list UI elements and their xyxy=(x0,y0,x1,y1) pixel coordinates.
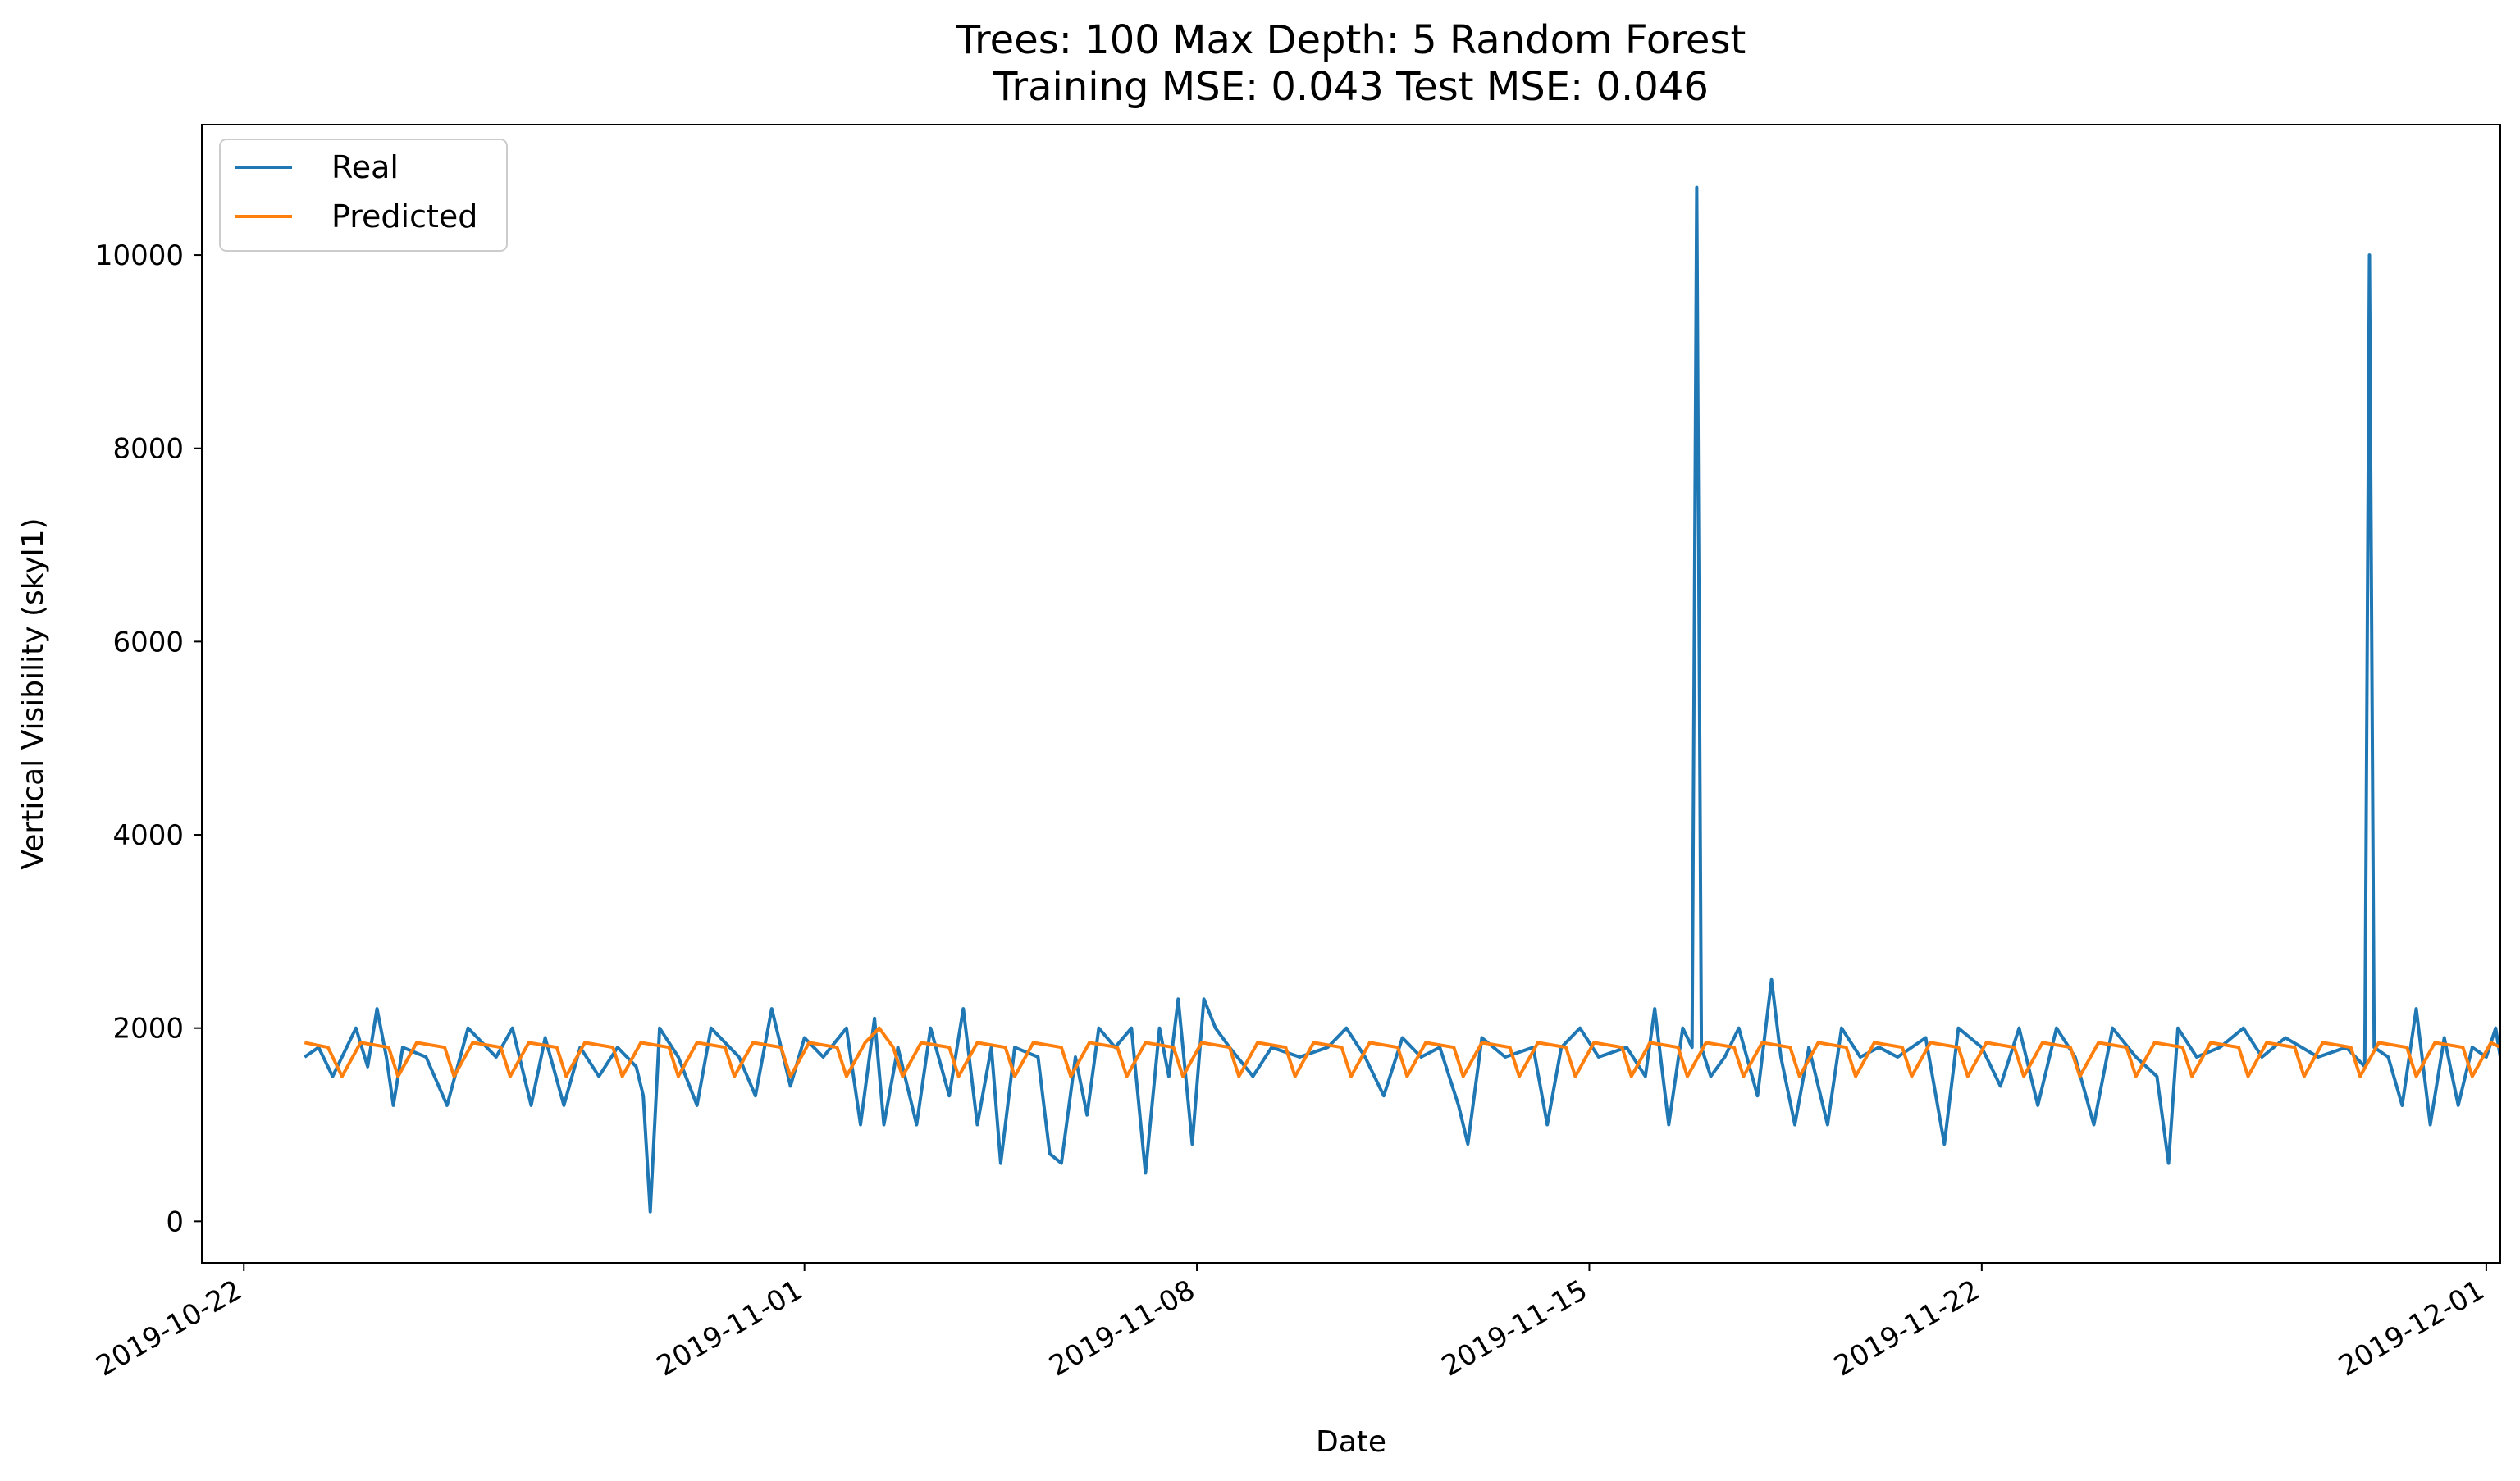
x-axis-label: Date xyxy=(1316,1425,1386,1459)
chart-subtitle: Training MSE: 0.043 Test MSE: 0.046 xyxy=(993,64,1709,110)
y-tick-label: 10000 xyxy=(95,239,184,272)
y-axis-ticks: 0 2000 4000 6000 8000 10000 xyxy=(95,239,202,1238)
legend: Real Predicted xyxy=(219,139,508,252)
y-tick-label: 0 xyxy=(166,1205,184,1238)
series-line-predicted xyxy=(304,1026,2500,1078)
y-tick-label: 6000 xyxy=(112,626,184,658)
y-axis-label: Vertical Visibility (skyl1) xyxy=(16,517,50,869)
legend-label-predicted: Predicted xyxy=(331,198,477,235)
series-layer xyxy=(304,185,2500,1214)
y-tick-label: 4000 xyxy=(112,819,184,852)
y-tick-label: 8000 xyxy=(112,433,184,466)
y-tick-label: 2000 xyxy=(112,1013,184,1046)
legend-label-real: Real xyxy=(331,149,399,185)
chart-title: Trees: 100 Max Depth: 5 Random Forest xyxy=(956,17,1746,63)
plot-frame xyxy=(201,124,2501,1264)
